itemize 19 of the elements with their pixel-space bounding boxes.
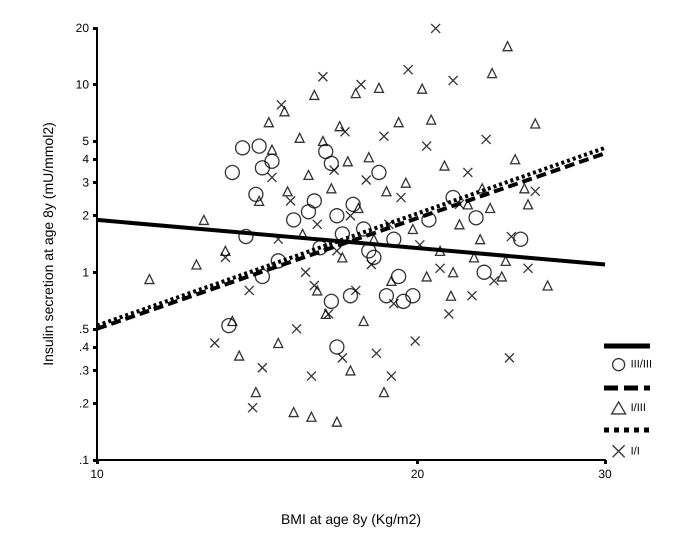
x-tick-label: 20 [410,467,425,481]
y-tick-label: .1 [78,453,90,467]
y-tick-label: 20 [76,21,90,35]
legend-label: I/III [630,402,646,414]
y-tick-label: 5 [82,134,90,148]
y-tick-label: 2 [82,208,90,223]
y-tick-label: 1 [82,265,90,280]
x-axis-title: BMI at age 8y (Kg/m2) [280,511,422,527]
y-tick-label: 3 [82,176,90,190]
y-tick-label: .5 [78,322,90,336]
y-tick-label: 10 [76,78,90,92]
y-tick-label: .4 [78,340,90,354]
legend-label: I/I [630,445,640,458]
x-tick-label: 30 [598,467,612,481]
legend-label: III/III [630,358,652,371]
y-tick-label: .3 [78,363,90,378]
y-axis-title: Insulin secretion at age 8y (mU/mmol2) [40,122,56,366]
y-tick-label: .2 [78,396,90,410]
y-tick-label: 4 [82,152,90,166]
